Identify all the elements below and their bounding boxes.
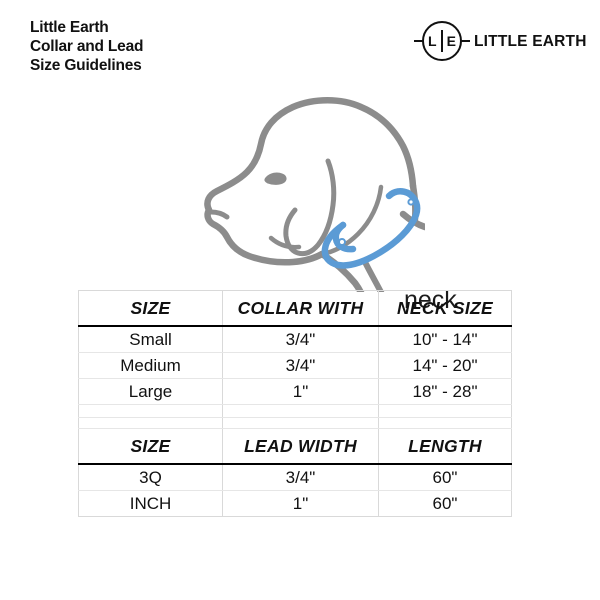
collar-row-0-neck: 10" - 14" bbox=[378, 326, 512, 353]
lead-header-size: SIZE bbox=[78, 429, 223, 465]
logo-letter-e: E bbox=[446, 33, 456, 49]
table-row: Small 3/4" 10" - 14" bbox=[78, 326, 512, 353]
collar-row-0-width: 3/4" bbox=[222, 326, 379, 353]
collar-row-2-size: Large bbox=[78, 378, 223, 405]
collar-row-0-size: Small bbox=[78, 326, 223, 353]
dog-head-profile-illustration: neck bbox=[175, 62, 457, 314]
logo-dash-left-icon bbox=[414, 40, 423, 42]
lead-row-0-width: 3/4" bbox=[222, 464, 379, 491]
collar-header-size: SIZE bbox=[78, 290, 223, 327]
page-title: Little Earth Collar and Lead Size Guidel… bbox=[30, 18, 143, 75]
lead-row-1-width: 1" bbox=[222, 490, 379, 517]
lead-size-table: SIZE LEAD WIDTH LENGTH 3Q 3/4" 60" INCH … bbox=[78, 429, 512, 517]
lead-row-1-size: INCH bbox=[78, 490, 223, 517]
collar-header-collar-width: COLLAR WITH bbox=[222, 290, 379, 327]
lead-table-header-row: SIZE LEAD WIDTH LENGTH bbox=[78, 429, 512, 465]
collar-row-1-neck: 14" - 20" bbox=[378, 352, 512, 379]
lead-row-1-length: 60" bbox=[378, 490, 512, 517]
collar-table-header-row: SIZE COLLAR WITH NECK SIZE bbox=[78, 290, 512, 327]
collar-row-1-width: 3/4" bbox=[222, 352, 379, 379]
page-title-line-2: Collar and Lead bbox=[30, 38, 144, 55]
table-spacer-row bbox=[78, 404, 512, 418]
page-title-line-1: Little Earth bbox=[30, 19, 109, 36]
lead-header-lead-width: LEAD WIDTH bbox=[222, 429, 379, 465]
collar-row-2-width: 1" bbox=[222, 378, 379, 405]
table-row: 3Q 3/4" 60" bbox=[78, 464, 512, 491]
logo-divider-bar-icon bbox=[440, 30, 443, 52]
little-earth-circle-logo-icon: L E bbox=[414, 20, 470, 64]
dog-illustration-svg bbox=[204, 97, 425, 292]
collar-row-2-neck: 18" - 28" bbox=[378, 378, 512, 405]
lead-header-length: LENGTH bbox=[378, 429, 512, 465]
logo-dash-right-icon bbox=[461, 40, 470, 42]
logo-circle-icon: L E bbox=[422, 21, 462, 61]
logo-letter-l: L bbox=[428, 33, 437, 49]
collar-row-1-size: Medium bbox=[78, 352, 223, 379]
size-tables: SIZE COLLAR WITH NECK SIZE Small 3/4" 10… bbox=[78, 290, 512, 517]
table-gap-row bbox=[78, 417, 512, 429]
lead-row-0-length: 60" bbox=[378, 464, 512, 491]
collar-size-table: SIZE COLLAR WITH NECK SIZE Small 3/4" 10… bbox=[78, 290, 512, 429]
table-row: Large 1" 18" - 28" bbox=[78, 378, 512, 405]
brand-logo: L E LITTLE EARTH bbox=[414, 20, 587, 64]
logo-wordmark: LITTLE EARTH bbox=[474, 33, 587, 50]
page-title-line-3: Size Guidelines bbox=[30, 57, 142, 74]
table-row: INCH 1" 60" bbox=[78, 490, 512, 517]
table-row: Medium 3/4" 14" - 20" bbox=[78, 352, 512, 379]
logo-monogram: L E bbox=[428, 30, 456, 52]
lead-row-0-size: 3Q bbox=[78, 464, 223, 491]
collar-header-neck-size: NECK SIZE bbox=[378, 290, 512, 327]
